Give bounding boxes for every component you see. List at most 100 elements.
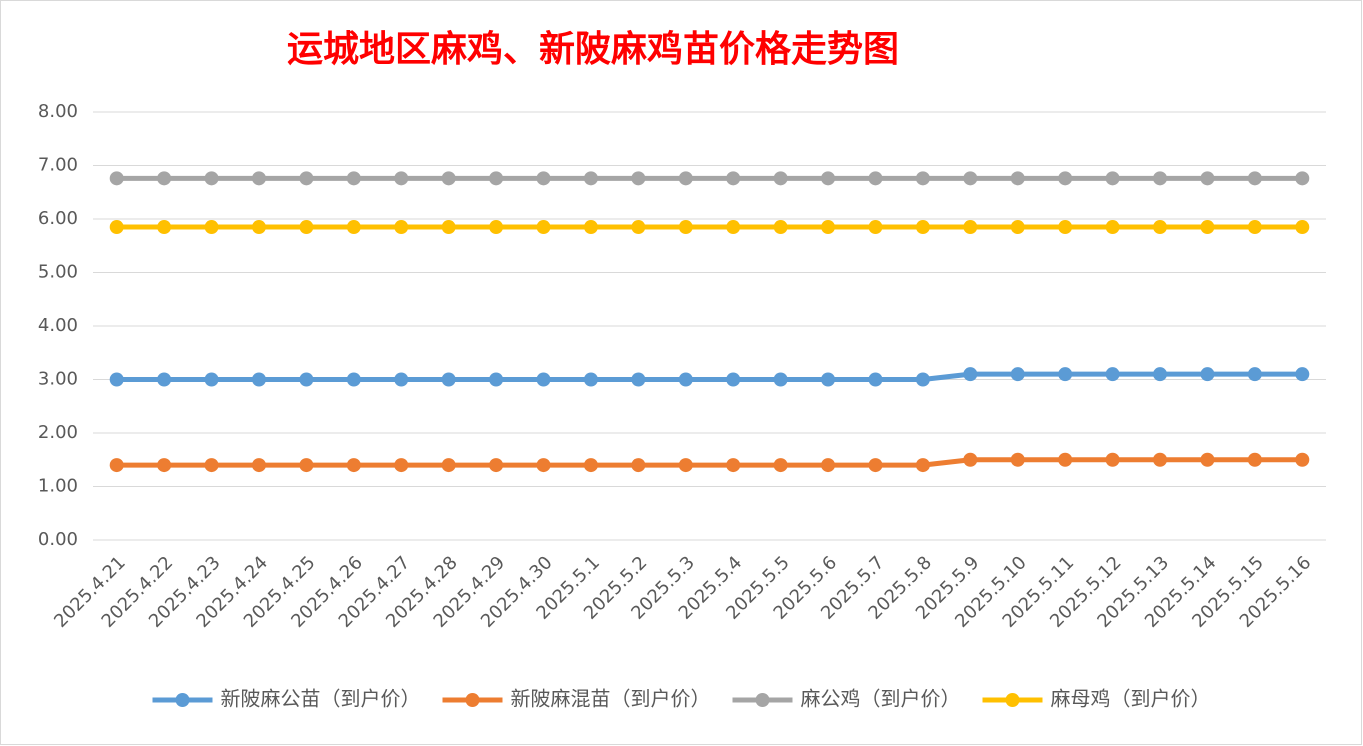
data-point: [1153, 452, 1168, 467]
legend-label: 麻母鸡（到户价）: [1051, 687, 1211, 711]
data-point: [1105, 452, 1120, 467]
data-point: [1058, 452, 1073, 467]
data-point: [441, 458, 456, 473]
data-point: [1200, 452, 1215, 467]
data-point: [1010, 367, 1025, 382]
legend-marker: [755, 693, 770, 707]
data-point: [1058, 367, 1073, 382]
data-point: [109, 458, 124, 473]
data-point: [963, 171, 978, 186]
y-tick-label: 6.00: [38, 208, 78, 229]
data-point: [109, 171, 124, 186]
data-point: [1295, 367, 1310, 382]
data-point: [726, 458, 741, 473]
data-point: [868, 372, 883, 387]
data-point: [346, 171, 361, 186]
y-tick-label: 7.00: [38, 155, 78, 176]
data-point: [821, 171, 836, 186]
data-point: [1295, 220, 1310, 235]
y-tick-label: 1.00: [38, 476, 78, 497]
data-point: [1247, 367, 1262, 382]
data-point: [773, 458, 788, 473]
data-point: [678, 220, 693, 235]
data-point: [489, 458, 504, 473]
legend-label: 新陂麻混苗（到户价）: [511, 687, 711, 711]
data-point: [251, 220, 266, 235]
data-point: [583, 372, 598, 387]
data-point: [1247, 452, 1262, 467]
data-point: [251, 372, 266, 387]
data-point: [915, 458, 930, 473]
data-point: [489, 171, 504, 186]
data-point: [963, 452, 978, 467]
data-point: [821, 372, 836, 387]
data-point: [915, 171, 930, 186]
data-point: [678, 458, 693, 473]
data-point: [1010, 171, 1025, 186]
data-point: [1153, 367, 1168, 382]
legend-marker: [465, 693, 480, 707]
data-point: [963, 367, 978, 382]
legend-item: 麻母鸡（到户价）: [982, 687, 1211, 711]
data-point: [773, 372, 788, 387]
data-point: [726, 220, 741, 235]
y-tick-label: 2.00: [38, 422, 78, 443]
data-point: [726, 372, 741, 387]
data-point: [489, 372, 504, 387]
data-point: [1153, 220, 1168, 235]
data-point: [299, 458, 314, 473]
data-point: [1058, 171, 1073, 186]
data-point: [1200, 367, 1215, 382]
data-point: [536, 372, 551, 387]
data-point: [1105, 171, 1120, 186]
series-line: [116, 457, 1303, 468]
legend-item: 麻公鸡（到户价）: [732, 687, 961, 711]
data-point: [441, 372, 456, 387]
data-point: [157, 171, 172, 186]
legend: 新陂麻公苗（到户价） 新陂麻混苗（到户价） 麻公鸡（到户价） 麻母鸡（到户价）: [152, 687, 1211, 711]
data-point: [583, 220, 598, 235]
data-point: [631, 220, 646, 235]
data-point: [678, 171, 693, 186]
data-point: [773, 220, 788, 235]
data-point: [251, 458, 266, 473]
data-point: [204, 220, 219, 235]
data-point: [1247, 171, 1262, 186]
series-line: [116, 371, 1303, 382]
data-point: [868, 458, 883, 473]
data-point: [631, 458, 646, 473]
legend-label: 麻公鸡（到户价）: [801, 687, 961, 711]
data-point: [204, 458, 219, 473]
data-point: [821, 458, 836, 473]
y-tick-label: 0.00: [38, 529, 78, 550]
y-tick-label: 5.00: [38, 262, 78, 283]
data-point: [299, 171, 314, 186]
data-point: [536, 171, 551, 186]
legend-label: 新陂麻公苗（到户价）: [221, 687, 421, 711]
data-point: [109, 372, 124, 387]
data-point: [346, 372, 361, 387]
y-tick-label: 3.00: [38, 369, 78, 390]
data-point: [394, 171, 409, 186]
chart-title: 运城地区麻鸡、新陂麻鸡苗价格走势图: [287, 28, 899, 70]
data-point: [394, 458, 409, 473]
legend-item: 新陂麻混苗（到户价）: [442, 687, 711, 711]
data-point: [868, 220, 883, 235]
data-point: [299, 220, 314, 235]
legend-marker: [1005, 693, 1020, 707]
data-point: [1105, 220, 1120, 235]
data-point: [1295, 171, 1310, 186]
data-point: [1010, 452, 1025, 467]
data-point: [536, 458, 551, 473]
data-point: [1058, 220, 1073, 235]
data-point: [821, 220, 836, 235]
data-point: [489, 220, 504, 235]
data-point: [299, 372, 314, 387]
data-point: [394, 372, 409, 387]
data-point: [394, 220, 409, 235]
legend-marker: [175, 693, 190, 707]
data-point: [1295, 452, 1310, 467]
data-point: [1200, 171, 1215, 186]
data-point: [1247, 220, 1262, 235]
